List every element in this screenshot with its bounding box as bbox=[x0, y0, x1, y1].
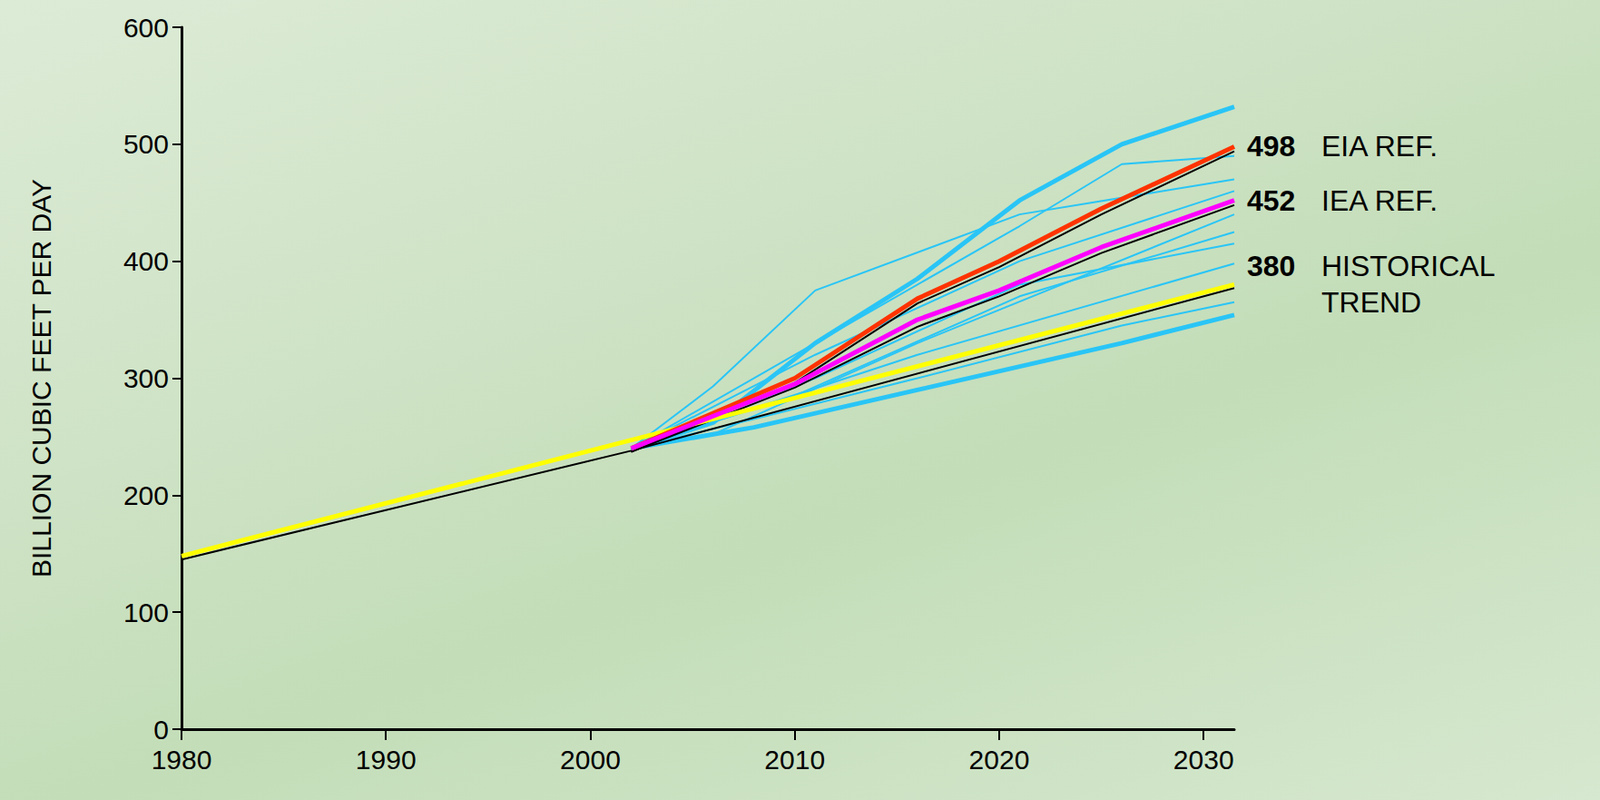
svg-text:0: 0 bbox=[153, 714, 169, 745]
svg-text:200: 200 bbox=[123, 480, 169, 511]
svg-text:400: 400 bbox=[123, 245, 169, 276]
svg-text:HISTORICAL: HISTORICAL bbox=[1321, 249, 1495, 283]
svg-text:1980: 1980 bbox=[151, 744, 213, 775]
svg-text:498: 498 bbox=[1246, 129, 1296, 163]
svg-text:TREND: TREND bbox=[1321, 285, 1422, 319]
svg-text:2030: 2030 bbox=[1173, 744, 1235, 775]
svg-text:100: 100 bbox=[123, 597, 169, 628]
svg-text:IEA REF.: IEA REF. bbox=[1321, 184, 1438, 217]
svg-text:EIA REF.: EIA REF. bbox=[1321, 129, 1438, 163]
svg-text:2010: 2010 bbox=[764, 744, 825, 775]
svg-text:500: 500 bbox=[123, 128, 169, 159]
svg-text:300: 300 bbox=[123, 363, 169, 393]
svg-text:2000: 2000 bbox=[559, 744, 621, 775]
svg-text:1990: 1990 bbox=[355, 744, 417, 775]
svg-text:380: 380 bbox=[1246, 249, 1296, 283]
svg-text:600: 600 bbox=[123, 12, 169, 43]
svg-text:452: 452 bbox=[1246, 184, 1296, 217]
svg-text:2020: 2020 bbox=[969, 744, 1031, 775]
svg-text:BILLION CUBIC FEET PER DAY: BILLION CUBIC FEET PER DAY bbox=[26, 178, 57, 578]
